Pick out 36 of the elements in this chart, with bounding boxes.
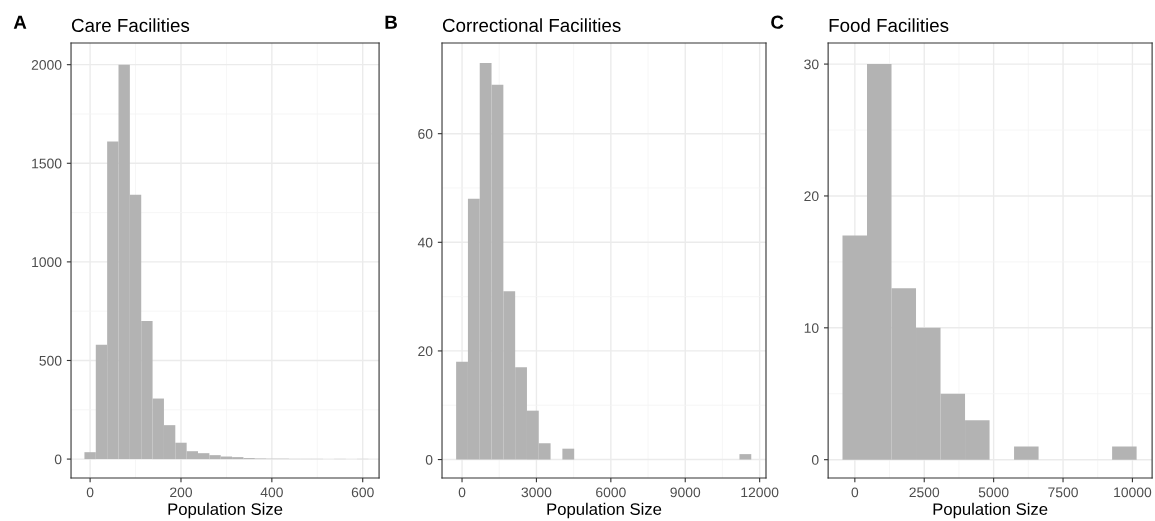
x-axis-title: Population Size [933,502,1048,519]
y-tick-label: 10 [804,323,819,333]
chart-title: Food Facilities [829,18,949,33]
x-tick-label: 200 [170,487,193,498]
x-tick-label: 0 [458,487,466,498]
y-tick-label: 30 [804,59,819,70]
text: C [771,15,784,29]
chart-title: Care Facilities [71,18,190,33]
x-tick-label: 9000 [670,487,701,498]
y-tick-label: 2000 [31,60,62,70]
y-tick-label: 60 [418,129,433,139]
y-tick-label: 500 [39,355,62,366]
y-tick-label: 1000 [32,257,62,268]
x-tick-label: 10000 [1114,487,1152,498]
x-tick-label: 0 [851,487,859,498]
y-tick-label: 20 [804,191,819,202]
chart-title: Correctional Facilities [442,18,621,33]
x-tick-label: 12000 [741,487,779,498]
y-tick-label: 1500 [32,158,62,169]
x-axis-title: Population Size [168,502,283,519]
y-tick-label: 0 [425,454,433,465]
y-tick-label: 40 [417,237,433,248]
x-tick-label: 3000 [521,487,552,498]
x-tick-label: 7500 [1048,487,1078,498]
x-tick-label: 2500 [909,487,940,498]
text: B [385,15,397,29]
y-tick-label: 0 [811,455,819,465]
y-tick-label: 20 [418,346,433,357]
x-tick-label: 6000 [596,487,626,498]
x-axis-title: Population Size [547,502,662,519]
x-tick-label: 400 [260,487,283,498]
x-tick-label: 0 [86,487,94,498]
text: A [13,15,27,29]
y-tick-label: 0 [54,454,62,465]
x-tick-label: 5000 [978,487,1009,498]
x-tick-label: 600 [351,487,374,498]
